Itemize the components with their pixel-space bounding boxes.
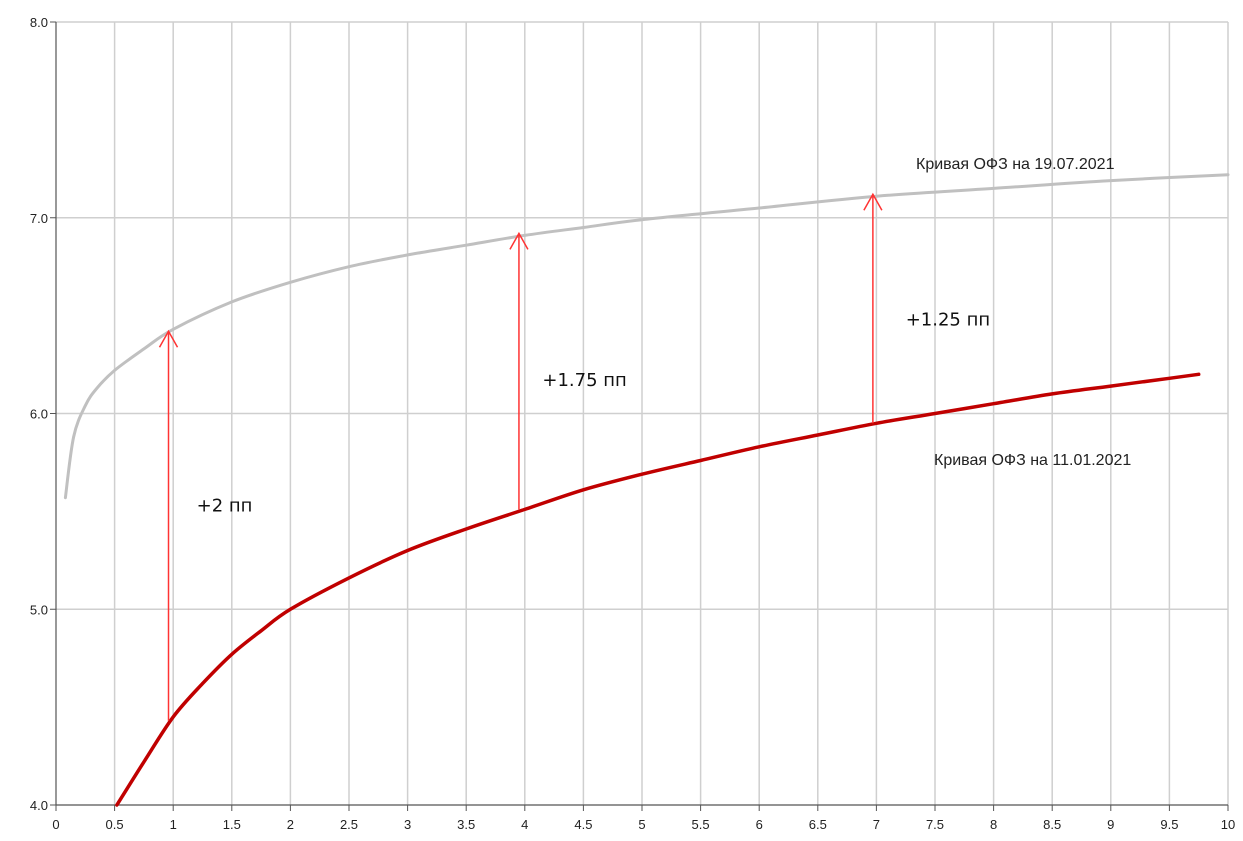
y-tick-label: 4.0 xyxy=(30,798,48,813)
x-tick-label: 2.5 xyxy=(340,817,358,832)
x-tick-label: 4 xyxy=(521,817,528,832)
x-tick-label: 2 xyxy=(287,817,294,832)
x-tick-label: 0.5 xyxy=(106,817,124,832)
x-tick-label: 7.5 xyxy=(926,817,944,832)
x-tick-label: 3 xyxy=(404,817,411,832)
annotation-arrow-head xyxy=(158,329,179,348)
annotation-arrow-head xyxy=(863,192,883,211)
annotation-label-2pp: +2 пп xyxy=(197,495,253,516)
grid xyxy=(56,21,1229,805)
series-line-jan-2021 xyxy=(115,372,1201,807)
annotation-label-1-25pp: +1.25 пп xyxy=(906,309,990,330)
x-tick-label: 4.5 xyxy=(574,817,592,832)
x-tick-label: 8.5 xyxy=(1043,817,1061,832)
x-tick-labels: 0 0.5 1 1.5 2 2.5 3 3.5 4 4.5 5 5.5 6 6.5 7 7.5 8 8.5 9 9.5… xyxy=(52,817,1235,832)
series-lines xyxy=(63,173,1230,807)
annotation-label-1-75pp: +1.75 пп xyxy=(542,370,626,391)
y-tick-label: 8.0 xyxy=(30,15,48,30)
series-line-jul-2021 xyxy=(63,173,1230,500)
x-tick-label: 3.5 xyxy=(457,817,475,832)
series-label-jan-2021: Кривая ОФЗ на 11.01.2021 xyxy=(934,452,1131,469)
annotation-arrow-head xyxy=(509,231,529,250)
x-tick-label: 0 xyxy=(52,817,59,832)
x-tick-label: 1.5 xyxy=(223,817,241,832)
x-tick-label: 9 xyxy=(1107,817,1114,832)
axes xyxy=(50,21,1229,811)
x-tick-label: 9.5 xyxy=(1160,817,1178,832)
x-tick-label: 8 xyxy=(990,817,997,832)
x-tick-label: 10 xyxy=(1221,817,1235,832)
y-tick-label: 7.0 xyxy=(30,211,48,226)
x-tick-label: 6 xyxy=(756,817,763,832)
x-tick-label: 5.5 xyxy=(692,817,710,832)
x-tick-label: 6.5 xyxy=(809,817,827,832)
annotation-arrows xyxy=(158,192,883,721)
series-label-jul-2021: Кривая ОФЗ на 19.07.2021 xyxy=(916,156,1115,173)
x-tick-label: 7 xyxy=(873,817,880,832)
labels: Кривая ОФЗ на 19.07.2021 Кривая ОФЗ на 1… xyxy=(197,156,1132,516)
x-tick-label: 1 xyxy=(170,817,177,832)
y-tick-label: 6.0 xyxy=(30,407,48,422)
y-tick-label: 5.0 xyxy=(30,602,48,617)
y-tick-labels: 4.0 5.0 6.0 7.0 8.0 xyxy=(30,15,48,813)
x-tick-label: 5 xyxy=(638,817,645,832)
